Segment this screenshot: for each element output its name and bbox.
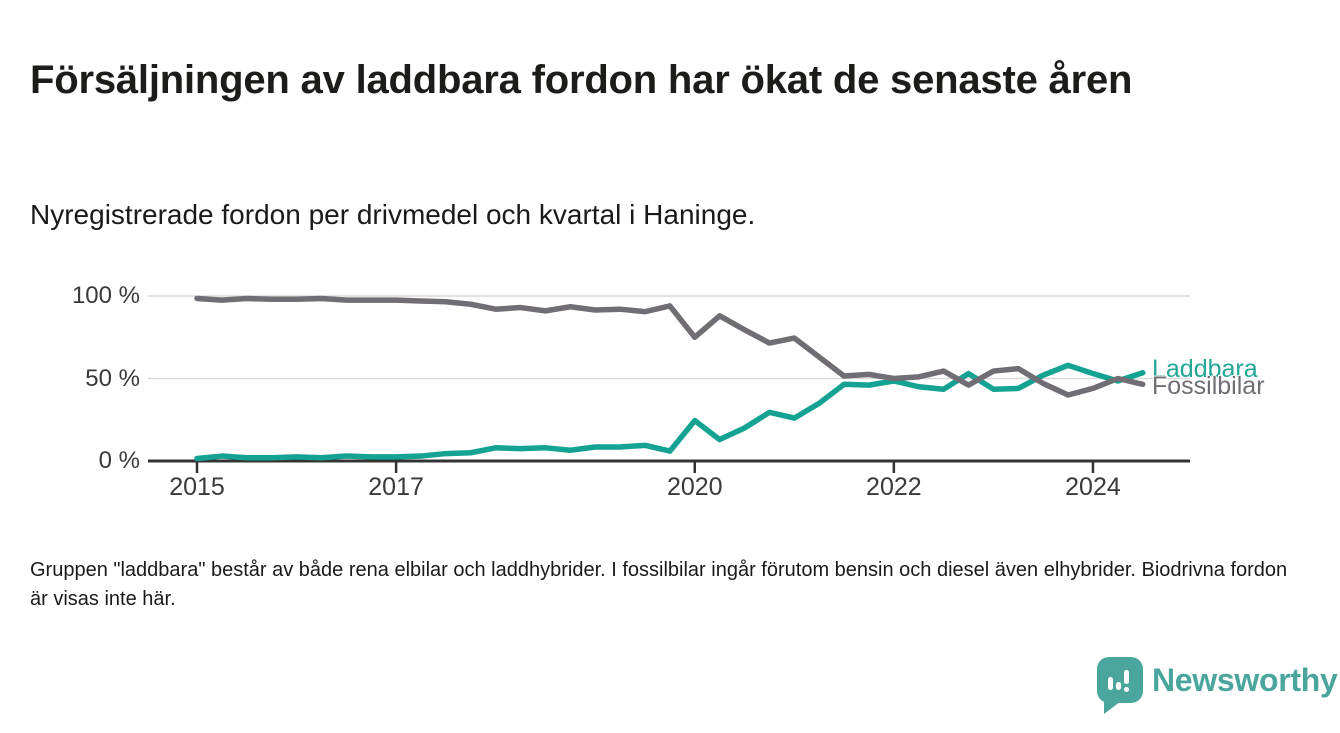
logo-exclamation-icon [1124, 670, 1129, 684]
logo-bar-icon [1116, 682, 1121, 690]
x-axis-label-2015: 2015 [169, 473, 225, 501]
newsworthy-wordmark: Newsworthy [1152, 662, 1338, 698]
laddbara-line [194, 362, 1146, 462]
newsworthy-logo: Newsworthy [1097, 657, 1338, 714]
logo-bar-icon [1108, 677, 1113, 690]
series-label-fossilbilar: Fossilbilar [1152, 372, 1265, 401]
y-axis-label-50: 50 % [85, 364, 140, 392]
line-chart-plot [148, 295, 1190, 473]
x-axis-label-2020: 2020 [666, 473, 723, 501]
logo-bubble-tail [1104, 701, 1121, 714]
x-axis-label-2017: 2017 [368, 473, 424, 501]
chart-footnote: Gruppen "laddbara" består av både rena e… [30, 559, 1288, 610]
y-axis-label-100: 100 % [71, 282, 140, 309]
x-axis-label-2024: 2024 [1065, 473, 1121, 501]
chart-subtitle: Nyregistrerade fordon per drivmedel och … [30, 199, 756, 230]
fossilbilar-line [194, 295, 1146, 398]
chart-title: Försäljningen av laddbara fordon har öka… [30, 57, 1133, 102]
y-axis-label-0: 0 % [98, 447, 140, 474]
newsworthy-logo-bubble-icon [1097, 657, 1143, 703]
logo-exclamation-dot-icon [1124, 687, 1129, 692]
x-axis-label-2022: 2022 [866, 473, 922, 501]
series-label-laddbara: Laddbara [1152, 354, 1258, 383]
